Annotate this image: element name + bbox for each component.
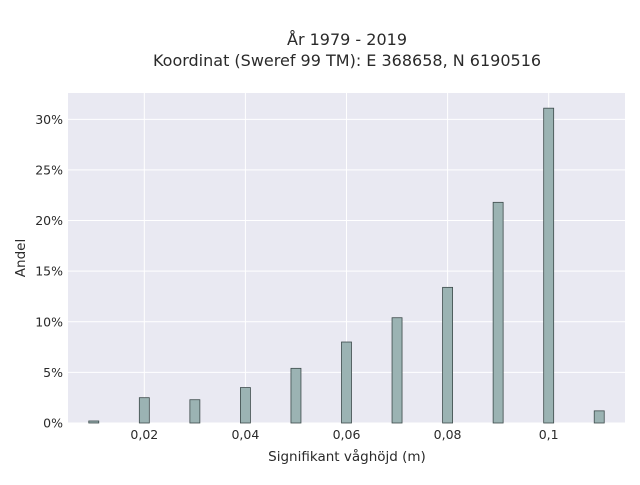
chart-title-line-2: Koordinat (Sweref 99 TM): E 368658, N 61… [153, 51, 541, 70]
y-tick-label: 25% [35, 162, 63, 177]
chart-title-line-1: År 1979 - 2019 [287, 30, 407, 49]
y-axis-ticks: 0% 5% 10% 15% 20% 25% 30% [35, 112, 63, 431]
x-axis-ticks: 0,02 0,04 0,06 0,08 0,1 [130, 427, 558, 442]
y-tick-label: 30% [35, 112, 63, 127]
x-tick-label: 0,06 [333, 427, 361, 442]
y-tick-label: 10% [35, 314, 63, 329]
x-tick-label: 0,08 [434, 427, 462, 442]
histogram-bar [391, 317, 403, 424]
histogram-bar [240, 387, 251, 424]
bars [88, 107, 605, 424]
histogram-bar [138, 397, 150, 424]
histogram-bar [492, 201, 504, 424]
x-axis-title: Signifikant våghöjd (m) [268, 448, 426, 465]
histogram-bar [88, 420, 100, 424]
x-tick-label: 0,02 [130, 427, 158, 442]
x-tick-label: 0,1 [539, 427, 559, 442]
histogram-bar [442, 286, 453, 424]
histogram-bar [593, 410, 605, 424]
y-tick-label: 20% [35, 213, 63, 228]
histogram-bar [189, 399, 201, 424]
y-tick-label: 5% [43, 365, 63, 380]
histogram-bar [543, 107, 555, 424]
x-tick-label: 0,04 [231, 427, 259, 442]
histogram-bar [341, 341, 352, 424]
y-tick-label: 15% [35, 264, 63, 279]
y-axis-title: Andel [13, 239, 29, 277]
y-tick-label: 0% [43, 416, 63, 431]
histogram-bar [290, 367, 302, 424]
